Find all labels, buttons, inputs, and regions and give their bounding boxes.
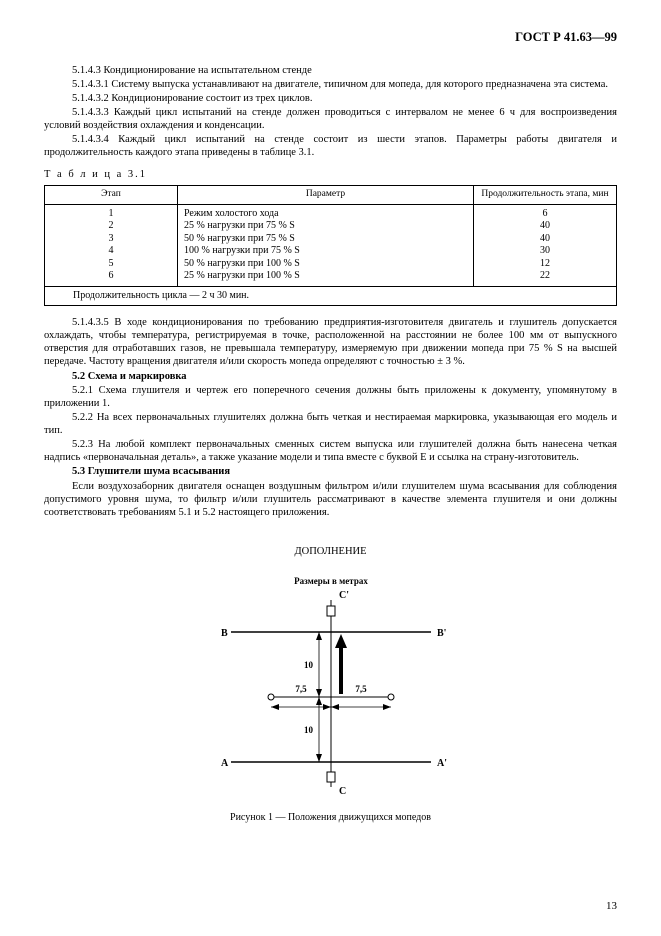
cell-dur: 12 [480,258,610,271]
th-param: Параметр [178,185,474,204]
para-5-3: Если воздухозаборник двигателя оснащен в… [44,480,617,519]
fig-dim-bottom: 10 [304,725,314,735]
cell-stage: 1 [51,208,171,221]
cell-stage: 3 [51,233,171,246]
cell-param: 25 % нагрузки при 75 % S [184,220,467,233]
table-caption: Т а б л и ц а 3.1 [44,168,617,181]
cell-dur: 22 [480,270,610,283]
fig-label-a1: A' [437,758,447,769]
para-5-2-2: 5.2.2 На всех первоначальных глушителях … [44,411,617,437]
figure-svg: Размеры в метрах C' C B B' A A' [201,572,461,802]
figure-caption: Рисунок 1 — Положения движущихся мопедов [44,812,617,825]
heading-5-2: 5.2 Схема и маркировка [44,370,617,383]
fig-label-c1: C' [339,590,349,601]
cell-dur: 40 [480,220,610,233]
para-5-1-4-3-4: 5.1.4.3.4 Каждый цикл испытаний на стенд… [44,133,617,159]
cell-param: 100 % нагрузки при 75 % S [184,245,467,258]
cell-stage: 4 [51,245,171,258]
cell-stage: 5 [51,258,171,271]
cell-stage: 6 [51,270,171,283]
cell-stage: 2 [51,220,171,233]
para-5-2-3: 5.2.3 На любой комплект первоначальных с… [44,438,617,464]
para-5-1-4-3-3: 5.1.4.3.3 Каждый цикл испытаний на стенд… [44,106,617,132]
th-stage: Этап [45,185,178,204]
table-footer: Продолжительность цикла — 2 ч 30 мин. [45,286,617,306]
cell-dur: 40 [480,233,610,246]
cell-dur: 6 [480,208,610,221]
para-5-1-4-3: 5.1.4.3 Кондиционирование на испытательн… [44,64,617,77]
fig-dim-right: 7,5 [355,684,367,694]
figure-1: Размеры в метрах C' C B B' A A' [44,572,617,825]
fig-label-c: C [339,786,346,797]
cell-param: Режим холостого хода [184,208,467,221]
doc-code: ГОСТ Р 41.63—99 [44,30,617,46]
para-5-1-4-3-5: 5.1.4.3.5 В ходе кондиционирования по тр… [44,316,617,369]
para-5-1-4-3-2: 5.1.4.3.2 Кондиционирование состоит из т… [44,92,617,105]
cell-param: 50 % нагрузки при 100 % S [184,258,467,271]
cell-dur: 30 [480,245,610,258]
cell-param: 25 % нагрузки при 100 % S [184,270,467,283]
fig-dim-left: 7,5 [295,684,307,694]
para-5-1-4-3-1: 5.1.4.3.1 Систему выпуска устанавливают … [44,78,617,91]
fig-label-b: B [221,628,228,639]
table-3-1: Этап Параметр Продолжительность этапа, м… [44,185,617,306]
fig-label-a: A [221,758,229,769]
para-5-2-1: 5.2.1 Схема глушителя и чертеж его попер… [44,384,617,410]
heading-5-3: 5.3 Глушители шума всасывания [44,465,617,478]
cell-param: 50 % нагрузки при 75 % S [184,233,467,246]
addendum-title: ДОПОЛНЕНИЕ [44,545,617,558]
fig-sizes-label: Размеры в метрах [294,576,368,586]
fig-dim-top: 10 [304,660,314,670]
page: ГОСТ Р 41.63—99 5.1.4.3 Кондиционировани… [0,0,661,936]
fig-label-b1: B' [437,628,447,639]
th-dur: Продолжительность этапа, мин [474,185,617,204]
page-number: 13 [606,900,617,914]
